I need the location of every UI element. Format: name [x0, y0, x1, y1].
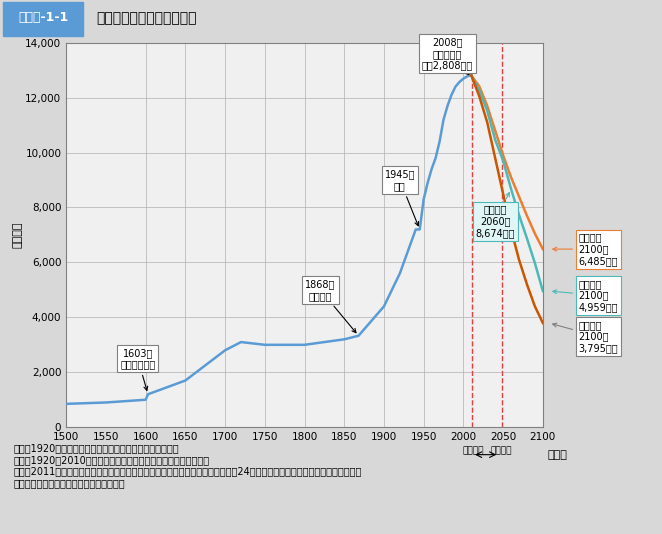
Text: 出生高位
2100年
6,485万人: 出生高位 2100年 6,485万人 [553, 232, 618, 266]
Text: 2008年
人口ピーク
１億2,808万人: 2008年 人口ピーク １億2,808万人 [422, 37, 473, 75]
Text: 出生中位
2100年
4,959万人: 出生中位 2100年 4,959万人 [553, 279, 618, 312]
Text: 出生低位
2100年
3,795万人: 出生低位 2100年 3,795万人 [553, 320, 618, 353]
Text: 資料：1920年より前：鬼頭宏「人口から読む日本の歴史」
　　　1920〜2010年：総務省統計局「国勢調査」、「人口推計」
　　　2011年以降：国立社会保障: 資料：1920年より前：鬼頭宏「人口から読む日本の歴史」 1920〜2010年：… [13, 443, 361, 488]
Text: 図表序-1-1: 図表序-1-1 [18, 11, 68, 25]
Text: 出生中位
2060年
8,674万人: 出生中位 2060年 8,674万人 [475, 193, 515, 238]
Text: 長期的な我が国の人口推移: 長期的な我が国の人口推移 [96, 11, 197, 25]
Text: 参考推計: 参考推計 [491, 446, 512, 456]
Text: 1868年
明治維新: 1868年 明治維新 [305, 279, 356, 333]
Text: （年）: （年） [547, 450, 567, 460]
Text: 1945年
終戦: 1945年 終戦 [385, 169, 418, 226]
Text: 将来推計: 将来推計 [463, 446, 485, 456]
Text: 1603年
江戸幕府成立: 1603年 江戸幕府成立 [120, 348, 156, 390]
Bar [3, 2, 83, 35]
Y-axis label: （万人）: （万人） [13, 222, 23, 248]
